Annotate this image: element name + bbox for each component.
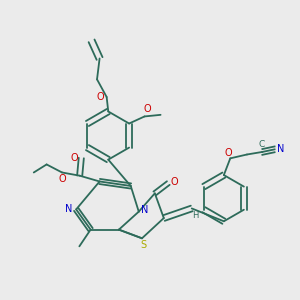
Text: O: O	[225, 148, 232, 158]
Text: O: O	[59, 174, 67, 184]
Text: C: C	[259, 140, 265, 149]
Text: N: N	[142, 205, 149, 215]
Text: N: N	[65, 204, 72, 214]
Text: O: O	[96, 92, 104, 102]
Text: S: S	[140, 240, 147, 250]
Text: N: N	[277, 144, 284, 154]
Text: O: O	[70, 153, 78, 163]
Text: O: O	[171, 177, 178, 188]
Text: H: H	[192, 211, 199, 220]
Text: O: O	[143, 104, 151, 114]
